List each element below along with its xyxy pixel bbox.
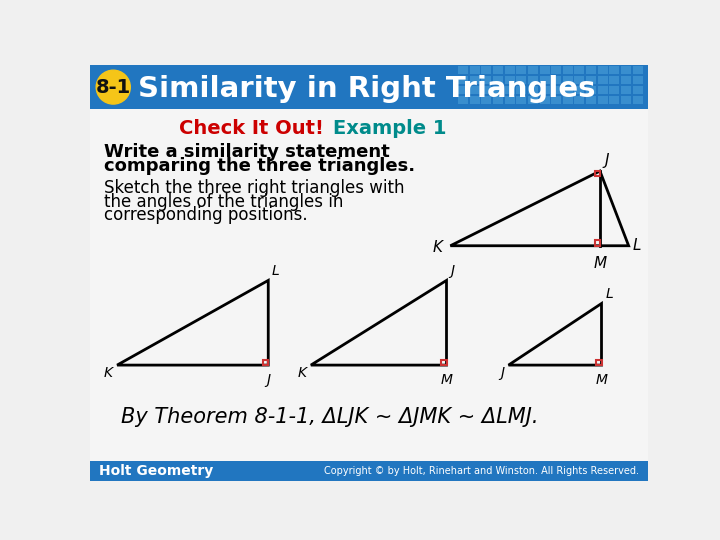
Text: Similarity in Right Triangles: Similarity in Right Triangles (138, 75, 595, 103)
Text: Example 1: Example 1 (333, 119, 446, 138)
Bar (482, 85, 492, 94)
Text: Sketch the three right triangles with: Sketch the three right triangles with (104, 179, 405, 197)
Bar (263, 360, 269, 365)
Text: Copyright © by Holt, Rinehart and Winston. All Rights Reserved.: Copyright © by Holt, Rinehart and Winsto… (324, 465, 639, 476)
Bar (539, 65, 549, 74)
Bar (493, 85, 503, 94)
Bar (563, 85, 573, 94)
Bar (458, 85, 468, 94)
Bar (551, 85, 561, 94)
Bar (482, 65, 492, 74)
Bar (539, 76, 549, 84)
Bar (595, 171, 600, 177)
Bar (621, 65, 631, 74)
Text: L: L (272, 264, 280, 278)
Bar (528, 65, 538, 74)
Bar (609, 96, 619, 104)
Bar (551, 65, 561, 74)
Bar (575, 65, 585, 74)
Bar (505, 96, 515, 104)
Bar (586, 76, 596, 84)
Bar (458, 65, 468, 74)
Text: L: L (606, 287, 613, 301)
Bar (90, 461, 648, 481)
Text: K: K (298, 366, 307, 380)
Bar (539, 85, 549, 94)
Bar (505, 65, 515, 74)
Bar (586, 65, 596, 74)
Bar (458, 76, 468, 84)
Bar (528, 96, 538, 104)
Bar (563, 65, 573, 74)
Bar (563, 76, 573, 84)
Bar (632, 85, 642, 94)
Text: the angles of the triangles in: the angles of the triangles in (104, 193, 343, 211)
Bar (598, 96, 608, 104)
Text: K: K (433, 240, 443, 255)
Bar (632, 65, 642, 74)
Bar (528, 76, 538, 84)
Text: J: J (266, 373, 270, 387)
Bar (563, 96, 573, 104)
Bar (551, 76, 561, 84)
Bar (493, 65, 503, 74)
Circle shape (96, 70, 130, 104)
Bar (595, 240, 600, 246)
Bar (469, 65, 480, 74)
Bar (598, 85, 608, 94)
Bar (469, 96, 480, 104)
Bar (575, 96, 585, 104)
Text: K: K (104, 366, 113, 380)
Bar (482, 96, 492, 104)
Bar (516, 65, 526, 74)
Bar (586, 96, 596, 104)
Bar (575, 85, 585, 94)
Bar (469, 85, 480, 94)
Bar (551, 96, 561, 104)
Bar (458, 96, 468, 104)
Bar (586, 85, 596, 94)
Text: J: J (605, 153, 609, 168)
Bar (505, 76, 515, 84)
Text: 8-1: 8-1 (96, 78, 131, 97)
Bar (516, 76, 526, 84)
Bar (609, 65, 619, 74)
Text: M: M (441, 373, 452, 387)
Bar (621, 76, 631, 84)
Bar (621, 96, 631, 104)
Bar (441, 360, 446, 365)
Bar (609, 76, 619, 84)
Text: J: J (451, 264, 454, 278)
Bar (90, 65, 648, 110)
Bar (469, 76, 480, 84)
Bar (539, 96, 549, 104)
Text: corresponding positions.: corresponding positions. (104, 206, 307, 225)
Bar (482, 76, 492, 84)
Bar (598, 65, 608, 74)
Bar (632, 76, 642, 84)
Text: comparing the three triangles.: comparing the three triangles. (104, 157, 415, 175)
Text: M: M (595, 373, 608, 387)
Text: L: L (632, 238, 641, 253)
Bar (493, 96, 503, 104)
Text: Write a similarity statement: Write a similarity statement (104, 143, 390, 161)
Bar (609, 85, 619, 94)
Bar (596, 360, 601, 365)
Bar (516, 96, 526, 104)
Text: Holt Geometry: Holt Geometry (99, 463, 214, 477)
Bar (90, 110, 648, 461)
Text: Check It Out!: Check It Out! (179, 119, 330, 138)
Bar (598, 76, 608, 84)
Bar (493, 76, 503, 84)
Bar (621, 85, 631, 94)
Bar (516, 85, 526, 94)
Text: M: M (593, 256, 606, 271)
Bar (505, 85, 515, 94)
Bar (528, 85, 538, 94)
Bar (632, 96, 642, 104)
Text: By Theorem 8-1-1, ΔLJK ~ ΔJMK ~ ΔLMJ.: By Theorem 8-1-1, ΔLJK ~ ΔJMK ~ ΔLMJ. (121, 408, 539, 428)
Bar (575, 76, 585, 84)
Text: J: J (500, 366, 505, 380)
